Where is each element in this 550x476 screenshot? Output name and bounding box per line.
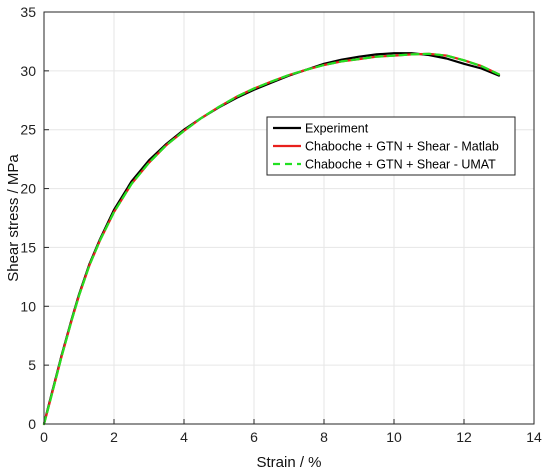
series-line-3 — [42, 52, 501, 426]
x-axis-label: Strain / % — [256, 454, 321, 471]
legend-label-1: Experiment — [305, 122, 369, 136]
plot-area — [44, 12, 534, 424]
x-tick-label: 2 — [110, 429, 118, 445]
x-tick-label: 0 — [40, 429, 48, 445]
x-tick-label: 4 — [180, 429, 188, 445]
legend-label-2: Chaboche + GTN + Shear - Matlab — [305, 140, 499, 154]
y-tick-label: 0 — [28, 416, 36, 432]
y-tick-label: 20 — [20, 181, 36, 197]
y-tick-label: 35 — [20, 4, 36, 20]
ticks: 0 2 4 6 8 10 12 14 0 5 10 15 20 25 30 35 — [20, 4, 542, 445]
y-tick-label: 25 — [20, 122, 36, 138]
y-axis-label: Shear stress / MPa — [5, 154, 22, 282]
y-tick-label: 10 — [20, 298, 36, 314]
plot-frame — [43, 11, 535, 425]
y-tick-label: 30 — [20, 63, 36, 79]
x-tick-label: 8 — [320, 429, 328, 445]
legend-label-3: Chaboche + GTN + Shear - UMAT — [305, 158, 496, 172]
x-tick-label: 14 — [526, 429, 542, 445]
x-tick-label: 10 — [386, 429, 402, 445]
x-tick-label: 12 — [456, 429, 472, 445]
legend: Experiment Chaboche + GTN + Shear - Matla… — [266, 116, 516, 176]
x-tick-label: 6 — [250, 429, 258, 445]
series-layer — [42, 52, 501, 426]
legend-box — [266, 116, 516, 176]
y-tick-label: 5 — [28, 357, 36, 373]
y-tick-label: 15 — [20, 239, 36, 255]
